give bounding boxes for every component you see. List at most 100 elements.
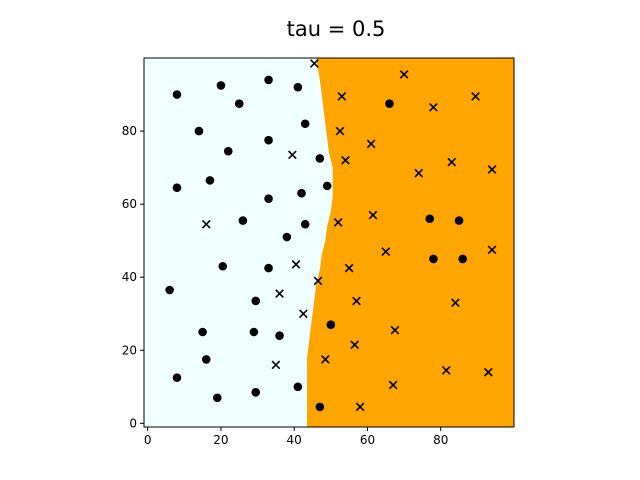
- y-tick-label: 0: [129, 416, 137, 430]
- x-stroke: [201, 219, 211, 229]
- circle-point: [425, 214, 435, 224]
- circle-point: [218, 261, 228, 271]
- x-stroke: [366, 139, 376, 149]
- x-stroke: [390, 325, 400, 335]
- circle-point: [201, 355, 211, 364]
- circle-point: [264, 263, 273, 273]
- x-stroke: [335, 126, 345, 136]
- circle-point: [249, 327, 259, 337]
- x-tick-label: 0: [144, 433, 152, 447]
- x-stroke: [352, 296, 361, 306]
- circle-point: [205, 176, 215, 185]
- x-point: [388, 380, 398, 390]
- circle-point: [322, 181, 332, 191]
- x-point: [390, 325, 400, 335]
- x-point: [298, 309, 308, 319]
- x-point: [487, 165, 497, 174]
- x-point: [352, 296, 361, 306]
- x-tick-label: 20: [213, 433, 228, 447]
- circle-point: [223, 146, 233, 156]
- circle-point: [326, 320, 336, 330]
- x-point: [333, 218, 343, 227]
- circle-point: [251, 387, 261, 397]
- x-stroke: [298, 309, 308, 319]
- circle-point: [264, 75, 273, 85]
- x-point: [447, 157, 457, 167]
- x-stroke: [288, 150, 297, 160]
- x-point: [335, 126, 345, 136]
- circle-point: [458, 254, 468, 264]
- x-point: [341, 155, 350, 165]
- circle-point: [454, 216, 464, 225]
- x-stroke: [350, 340, 360, 350]
- x-point: [471, 91, 480, 101]
- axes: 0 20 40 60 80 0 20 40 60 80: [122, 57, 515, 447]
- x-stroke: [447, 157, 457, 167]
- x-point: [291, 260, 301, 269]
- y-tick-label: 80: [122, 124, 137, 138]
- circle-point: [275, 331, 284, 340]
- x-stroke: [381, 247, 391, 256]
- x-point: [337, 91, 347, 101]
- x-stroke: [313, 276, 323, 286]
- x-point: [201, 219, 211, 229]
- circle-point: [297, 188, 306, 198]
- x-stroke: [483, 367, 493, 377]
- circle-point: [234, 99, 244, 108]
- plot-frame: [143, 57, 515, 428]
- x-tick-label: 40: [287, 433, 302, 447]
- x-stroke: [341, 155, 350, 165]
- circle-point: [293, 82, 303, 92]
- circle-point: [264, 194, 273, 203]
- x-point: [355, 402, 365, 412]
- x-point: [350, 340, 360, 350]
- circle-point: [251, 296, 261, 306]
- x-stroke: [344, 263, 354, 273]
- plot-area: [144, 58, 514, 427]
- x-stroke: [414, 168, 424, 178]
- x-point: [429, 102, 438, 112]
- x-point: [399, 70, 409, 79]
- x-point: [288, 150, 297, 160]
- x-stroke: [487, 245, 497, 255]
- x-stroke: [441, 366, 451, 375]
- x-stroke: [275, 289, 284, 299]
- x-point: [320, 355, 330, 364]
- x-point: [366, 139, 376, 149]
- circle-point: [172, 90, 182, 99]
- x-stroke: [399, 70, 409, 79]
- x-point: [271, 360, 281, 370]
- circle-point: [429, 254, 438, 264]
- x-stroke: [291, 260, 301, 269]
- circle-point: [172, 183, 182, 192]
- x-point: [414, 168, 424, 178]
- chart-title: tau = 0.5: [287, 17, 386, 41]
- circle-point: [216, 81, 226, 90]
- circle-point: [198, 327, 207, 337]
- circle-point: [172, 373, 182, 382]
- x-stroke: [429, 102, 438, 112]
- x-stroke: [471, 91, 480, 101]
- x-stroke: [320, 355, 330, 364]
- data-markers: [165, 59, 497, 412]
- x-stroke: [337, 91, 347, 101]
- circle-point: [385, 99, 394, 108]
- y-tick-label: 20: [122, 343, 137, 357]
- y-tick-label: 60: [122, 197, 137, 211]
- x-point: [313, 276, 323, 286]
- x-point: [487, 245, 497, 255]
- x-tick-label: 80: [433, 433, 448, 447]
- x-point: [275, 289, 284, 299]
- circle-point: [315, 154, 325, 163]
- circle-point: [212, 393, 222, 403]
- circle-point: [194, 126, 204, 136]
- x-stroke: [388, 380, 398, 390]
- x-point: [344, 263, 354, 273]
- x-stroke: [333, 218, 343, 227]
- circle-point: [315, 402, 325, 412]
- x-stroke: [368, 210, 378, 220]
- x-point: [309, 59, 319, 68]
- x-stroke: [271, 360, 281, 370]
- y-tick-label: 40: [122, 270, 137, 284]
